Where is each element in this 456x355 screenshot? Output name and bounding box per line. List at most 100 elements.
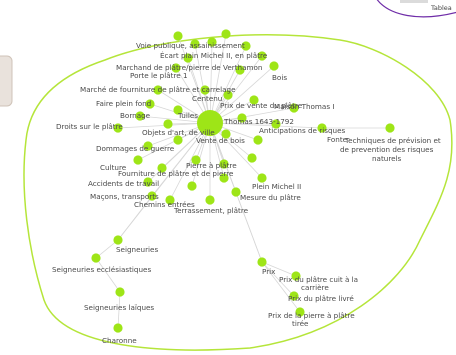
node-maison2[interactable]	[289, 103, 299, 113]
edge	[177, 35, 211, 124]
node-mesure2[interactable]	[219, 173, 229, 183]
node-vente-bois[interactable]	[221, 129, 231, 139]
node-label-center: Thomas 1643-1792	[223, 117, 294, 126]
node-t2[interactable]	[187, 181, 197, 191]
edge	[209, 65, 275, 124]
node-label-prix-pierre-1: Prix de la pierre à plâtre	[268, 311, 355, 320]
node-pierre3[interactable]	[247, 153, 257, 163]
node-b2[interactable]	[269, 61, 279, 71]
node-label-marche-fourniture: Marché de fourniture de plâtre et carrel…	[80, 85, 236, 94]
node-prix-pierre[interactable]	[295, 307, 305, 317]
node-label-techniques-2: de prevention des risques	[340, 145, 434, 154]
node-top2[interactable]	[221, 29, 231, 39]
node-label-techniques-1: Techniques de prévision et	[344, 136, 441, 145]
node-layer	[91, 29, 395, 333]
node-label-pierre-platre: Pierre à plâtre	[186, 161, 237, 170]
node-label-tuiles: Tuiles	[177, 111, 198, 120]
node-label-accidents: Accidents de travail	[88, 179, 159, 188]
edge	[95, 239, 119, 259]
node-terrassement[interactable]	[205, 195, 215, 205]
node-bornage[interactable]	[135, 111, 145, 121]
node-tuiles[interactable]	[173, 105, 183, 115]
node-label-voie-publique: Voie publique, assainissement	[136, 41, 245, 50]
edge	[209, 122, 323, 129]
edge	[261, 261, 295, 297]
edge	[209, 33, 227, 124]
node-m2[interactable]	[253, 135, 263, 145]
node-pierre[interactable]	[191, 155, 201, 165]
node-fonte[interactable]	[317, 123, 327, 133]
node-faire[interactable]	[145, 99, 155, 109]
edge	[261, 261, 301, 313]
node-marchand[interactable]	[183, 53, 193, 63]
node-anticip2[interactable]	[271, 119, 281, 129]
node-fourniture[interactable]	[157, 163, 167, 173]
node-anticip[interactable]	[237, 113, 247, 123]
edge	[117, 291, 121, 329]
cluster-outline	[23, 34, 453, 351]
node-seig-ecc[interactable]	[91, 253, 101, 263]
node-maison[interactable]	[249, 95, 259, 105]
node-top3[interactable]	[241, 41, 251, 51]
node-plein[interactable]	[257, 173, 267, 183]
node-dommages[interactable]	[143, 141, 153, 151]
node-label-mesure: Mesure du plâtre	[240, 193, 301, 202]
node-label-techniques-3: naturels	[372, 154, 402, 163]
corner-cluster-outline	[376, 0, 456, 18]
node-seig-laiq[interactable]	[115, 287, 125, 297]
node-voie-publique[interactable]	[190, 39, 200, 49]
node-label-prix: Prix	[262, 267, 276, 276]
label-layer: Voie publique, assainissement Écart plai…	[52, 41, 441, 345]
node-centenu[interactable]	[200, 85, 210, 95]
side-panel	[0, 55, 13, 107]
node-label-centenu: Centenu	[192, 94, 222, 103]
node-label-fourniture: Fourniture de plâtre et de pierre	[118, 169, 234, 178]
node-marche[interactable]	[153, 85, 163, 95]
node-label-bornage: Bornage	[120, 111, 151, 120]
edge	[117, 195, 153, 241]
node-label-faire-plein: Faire plein fond	[96, 99, 151, 108]
node-prix-livre[interactable]	[289, 291, 299, 301]
edge	[209, 41, 213, 124]
node-label-plein-michel: Plein Michel II	[252, 182, 301, 191]
node-prix-vente[interactable]	[223, 90, 233, 100]
node-label-terrassement: Terrassement, plâtre	[173, 206, 249, 215]
node-techniques[interactable]	[385, 123, 395, 133]
node-chemins[interactable]	[165, 195, 175, 205]
node-label-maison-thomas: Maison Thomas I	[274, 102, 334, 111]
node-charonne[interactable]	[113, 323, 123, 333]
edge	[169, 122, 211, 201]
corner-label: Tablea	[430, 4, 452, 12]
node-label-chemins: Chemins entrées	[134, 200, 195, 209]
node-label-prix-cuit-1: Prix du plâtre cuit à la	[279, 275, 358, 284]
node-droits[interactable]	[113, 123, 123, 133]
node-prix[interactable]	[257, 257, 267, 267]
node-label-fonte: Fonte	[327, 135, 348, 144]
edge	[147, 122, 211, 183]
node-label-charonne: Charonne	[102, 336, 137, 345]
node-seig[interactable]	[113, 235, 123, 245]
node-objets[interactable]	[163, 119, 173, 129]
node-center[interactable]	[197, 110, 223, 136]
node-label-bois: Bois	[272, 73, 287, 82]
node-culture[interactable]	[133, 155, 143, 165]
node-label-prix-cuit-2: carrière	[301, 283, 329, 292]
node-label-prix-vente: Prix de vente du plâtre	[220, 101, 303, 110]
node-label-anticipations: Anticipations de risques	[259, 126, 346, 135]
node-pierre2[interactable]	[219, 159, 229, 169]
node-label-prix-livre: Prix du plâtre livré	[288, 294, 354, 303]
node-accidents[interactable]	[143, 177, 153, 187]
edge	[209, 45, 247, 124]
node-m1[interactable]	[173, 135, 183, 145]
node-label-droits: Droits sur le plâtre	[56, 122, 123, 131]
node-b3[interactable]	[235, 65, 245, 75]
node-prix-cuit[interactable]	[291, 271, 301, 281]
node-macons[interactable]	[147, 191, 157, 201]
node-porte[interactable]	[171, 63, 181, 73]
node-ecart-plain[interactable]	[207, 37, 217, 47]
node-top1[interactable]	[173, 31, 183, 41]
node-label-ecart-plain: Écart plain Michel II, en plâtre	[160, 51, 268, 60]
node-bois[interactable]	[257, 51, 267, 61]
node-mesure[interactable]	[231, 187, 241, 197]
